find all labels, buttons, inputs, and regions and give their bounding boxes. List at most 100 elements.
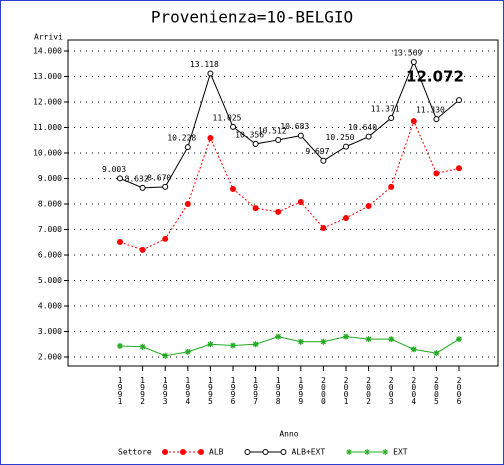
x-tick-label: 1999 <box>296 376 305 404</box>
legend-title: Settore <box>118 448 152 457</box>
y-tick-label: 4.000 <box>38 302 62 311</box>
point <box>162 235 169 242</box>
legend-label: EXT <box>393 448 408 457</box>
point <box>275 136 282 143</box>
y-tick-label: 13.000 <box>33 72 62 81</box>
x-tick-label: 1993 <box>161 376 170 404</box>
point <box>456 97 462 104</box>
point <box>433 350 440 357</box>
data-label: 10.683 <box>280 122 309 131</box>
x-tick-label: 1997 <box>251 376 260 404</box>
series-line <box>119 336 460 357</box>
y-tick-label: 9.000 <box>38 174 62 183</box>
point <box>388 336 395 343</box>
point <box>365 133 372 140</box>
point <box>184 201 191 207</box>
point <box>388 183 395 190</box>
point <box>365 336 372 343</box>
series-line <box>119 60 460 189</box>
point <box>184 144 191 151</box>
point <box>343 215 349 222</box>
data-label: 10.356 <box>235 130 264 139</box>
data-label: 10.640 <box>348 123 377 132</box>
data-label: 9.003 <box>102 165 126 174</box>
point <box>297 198 304 205</box>
y-tick-label: 11.000 <box>33 123 62 132</box>
y-tick-label: 7.000 <box>38 225 62 234</box>
legend-marker <box>382 449 389 455</box>
data-label: 11.330 <box>416 106 445 115</box>
point <box>252 205 259 212</box>
x-tick-label: 2006 <box>455 376 464 404</box>
point <box>320 338 327 345</box>
x-tick-label: 1995 <box>206 376 215 404</box>
data-label: 10.512 <box>258 126 287 135</box>
point <box>343 333 349 340</box>
point <box>117 175 123 182</box>
data-label: 10.228 <box>167 134 196 143</box>
point <box>456 336 462 343</box>
point <box>297 132 304 139</box>
plot-area <box>67 39 499 367</box>
point <box>117 238 123 245</box>
point <box>456 165 462 172</box>
point <box>207 70 214 77</box>
chart-title: Provenienza=10-BELGIO <box>151 8 353 27</box>
data-label: 11.371 <box>371 105 400 114</box>
point <box>320 224 327 231</box>
data-label: 13.569 <box>393 48 422 57</box>
point <box>139 343 146 350</box>
point <box>162 183 169 190</box>
y-tick-label: 14.000 <box>33 47 62 56</box>
legend-label: ALB+EXT <box>291 448 325 457</box>
point <box>230 185 236 192</box>
x-tick-label: 1996 <box>229 376 238 404</box>
point <box>275 208 282 215</box>
x-tick-label: 1992 <box>138 376 147 404</box>
data-label: 10.250 <box>326 133 355 142</box>
point <box>433 170 440 177</box>
data-label: 8.632 <box>125 174 149 183</box>
point <box>410 118 417 125</box>
x-tick-label: 1998 <box>274 376 283 404</box>
data-label: 12.072 <box>406 68 464 86</box>
x-tick-label: 2002 <box>364 376 373 404</box>
x-tick-label: 2001 <box>342 376 351 404</box>
y-tick-label: 3.000 <box>38 327 62 336</box>
point <box>365 203 372 210</box>
point <box>343 143 349 150</box>
point <box>252 140 259 147</box>
y-tick-label: 6.000 <box>38 251 62 260</box>
legend-label: ALB <box>209 448 224 457</box>
point <box>139 246 146 253</box>
point <box>320 157 327 164</box>
series-line <box>119 119 460 251</box>
legend-marker <box>364 449 371 455</box>
point <box>184 348 191 355</box>
x-tick-label: 2000 <box>319 376 328 404</box>
y-tick-label: 2.000 <box>38 353 62 362</box>
point <box>410 346 417 353</box>
point <box>207 341 214 348</box>
point <box>139 184 146 191</box>
point <box>297 338 304 345</box>
x-tick-label: 1994 <box>183 376 192 404</box>
data-label: 13.118 <box>190 60 219 69</box>
y-tick-label: 8.000 <box>38 200 62 209</box>
y-tick-label: 10.000 <box>33 149 62 158</box>
legend-marker <box>162 449 168 455</box>
point <box>388 115 395 122</box>
point <box>433 116 440 123</box>
legend-marker <box>346 449 353 455</box>
point <box>117 343 123 350</box>
y-axis-label: Arrivi <box>34 33 63 42</box>
y-tick-label: 5.000 <box>38 276 62 285</box>
point <box>230 123 236 130</box>
point <box>252 341 259 348</box>
point <box>410 58 417 65</box>
y-tick-label: 12.000 <box>33 98 62 107</box>
legend-marker <box>244 449 251 455</box>
legend-marker <box>180 449 186 455</box>
data-label: 11.025 <box>213 113 242 122</box>
x-tick-label: 2003 <box>387 376 396 404</box>
